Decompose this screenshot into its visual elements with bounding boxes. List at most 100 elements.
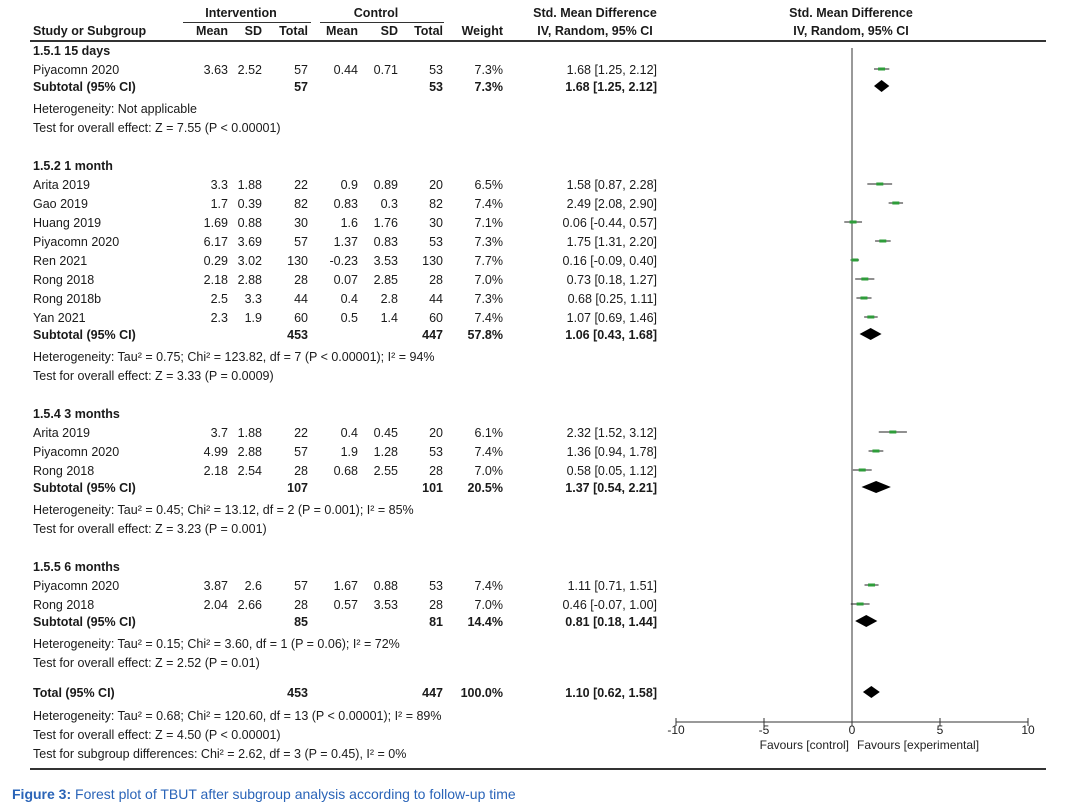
favours-control-label: Favours [control]: [760, 738, 849, 752]
header-col-weight: Weight: [461, 24, 503, 38]
study-c-sd: 0.89: [373, 178, 398, 192]
header-control: Control: [353, 6, 399, 20]
study-ci: 1.07 [0.69, 1.46]: [566, 311, 657, 325]
study-ci: 1.36 [0.94, 1.78]: [566, 445, 657, 459]
subtotal-c-total: 447: [422, 328, 443, 342]
total-overall-effect: Test for overall effect: Z = 4.50 (P < 0…: [33, 728, 281, 742]
study-i-sd: 2.66: [237, 598, 262, 612]
study-point-marker: [856, 602, 864, 606]
study-i-total: 44: [294, 292, 308, 306]
study-i-sd: 3.69: [237, 235, 262, 249]
study-point-marker: [858, 468, 866, 472]
study-i-mean: 2.18: [203, 273, 228, 287]
header-col-c-sd: SD: [380, 24, 398, 38]
study-c-mean: 0.44: [333, 63, 358, 77]
study-i-mean: 3.3: [210, 178, 228, 192]
study-c-total: 28: [429, 598, 443, 612]
study-name: Piyacomn 2020: [33, 445, 120, 459]
study-point-marker: [889, 430, 897, 434]
header-col-c-mean: Mean: [326, 24, 358, 38]
study-name: Huang 2019: [33, 216, 102, 230]
study-weight: 7.3%: [474, 235, 504, 249]
subtotal-i-total: 57: [294, 80, 308, 94]
study-i-total: 57: [294, 445, 308, 459]
subtotal-weight: 57.8%: [467, 328, 503, 342]
subtotal-i-total: 453: [287, 328, 308, 342]
subtotal-ci: 1.06 [0.43, 1.68]: [565, 328, 657, 342]
study-point-marker: [868, 583, 876, 587]
study-c-total: 44: [429, 292, 443, 306]
study-weight: 6.1%: [474, 426, 504, 440]
study-c-sd: 3.53: [373, 254, 398, 268]
subtotal-label: Subtotal (95% CI): [33, 80, 136, 94]
subgroup-differences: Test for subgroup differences: Chi² = 2.…: [33, 747, 407, 761]
study-c-mean: 0.68: [333, 464, 358, 478]
study-i-total: 60: [294, 311, 308, 325]
study-c-mean: 1.9: [340, 445, 358, 459]
study-ci: 1.58 [0.87, 2.28]: [566, 178, 657, 192]
subtotal-weight: 7.3%: [474, 80, 504, 94]
heterogeneity-text: Heterogeneity: Tau² = 0.75; Chi² = 123.8…: [33, 350, 435, 364]
subtotal-i-total: 107: [287, 481, 308, 495]
study-c-sd: 1.76: [373, 216, 398, 230]
study-ci: 2.32 [1.52, 3.12]: [566, 426, 657, 440]
study-i-mean: 3.87: [203, 579, 228, 593]
subgroup-title: 1.5.4 3 months: [33, 407, 120, 421]
header-col-c-total: Total: [414, 24, 443, 38]
study-point-marker: [861, 277, 869, 281]
study-i-total: 30: [294, 216, 308, 230]
pooled-estimate-diamond: [855, 615, 878, 627]
total-weight: 100.0%: [460, 686, 503, 700]
study-c-mean: 0.83: [333, 197, 358, 211]
study-weight: 7.0%: [474, 464, 504, 478]
overall-effect-text: Test for overall effect: Z = 7.55 (P < 0…: [33, 121, 281, 135]
study-point-marker: [851, 258, 859, 262]
study-point-marker: [876, 182, 884, 186]
study-name: Arita 2019: [33, 426, 90, 440]
study-i-mean: 3.63: [203, 63, 228, 77]
x-axis-tick-label: 10: [1021, 723, 1035, 737]
study-c-sd: 1.4: [380, 311, 398, 325]
header-plot-method: IV, Random, 95% CI: [793, 24, 909, 38]
study-i-total: 130: [287, 254, 308, 268]
study-c-total: 30: [429, 216, 443, 230]
study-weight: 7.0%: [474, 598, 504, 612]
header-intervention: Intervention: [205, 6, 277, 20]
study-weight: 6.5%: [474, 178, 504, 192]
subgroup-title: 1.5.5 6 months: [33, 560, 120, 574]
study-i-sd: 2.88: [237, 273, 262, 287]
subtotal-weight: 14.4%: [467, 615, 503, 629]
study-i-sd: 2.88: [237, 445, 262, 459]
study-c-mean: 0.07: [333, 273, 358, 287]
study-weight: 7.7%: [474, 254, 504, 268]
study-i-mean: 2.18: [203, 464, 228, 478]
study-name: Rong 2018: [33, 464, 95, 478]
study-name: Piyacomn 2020: [33, 63, 120, 77]
study-ci: 0.68 [0.25, 1.11]: [567, 292, 657, 306]
subtotal-ci: 1.37 [0.54, 2.21]: [565, 481, 657, 495]
header-col-study: Study or Subgroup: [33, 24, 147, 38]
study-i-sd: 1.88: [237, 426, 262, 440]
study-name: Yan 2021: [33, 311, 86, 325]
heterogeneity-text: Heterogeneity: Not applicable: [33, 102, 197, 116]
x-axis-tick-label: 5: [937, 723, 944, 737]
study-weight: 7.3%: [474, 292, 504, 306]
study-i-total: 82: [294, 197, 308, 211]
study-c-total: 53: [429, 63, 443, 77]
subtotal-label: Subtotal (95% CI): [33, 615, 136, 629]
subtotal-i-total: 85: [294, 615, 308, 629]
study-i-total: 22: [294, 426, 308, 440]
study-i-mean: 2.04: [203, 598, 228, 612]
subtotal-c-total: 53: [429, 80, 443, 94]
study-i-total: 22: [294, 178, 308, 192]
study-c-sd: 0.83: [373, 235, 398, 249]
total-heterogeneity: Heterogeneity: Tau² = 0.68; Chi² = 120.6…: [33, 709, 442, 723]
study-i-total: 28: [294, 464, 308, 478]
study-c-sd: 2.55: [373, 464, 398, 478]
study-c-mean: -0.23: [329, 254, 359, 268]
study-ci: 2.49 [2.08, 2.90]: [566, 197, 657, 211]
study-i-sd: 1.88: [237, 178, 262, 192]
pooled-estimate-diamond: [874, 80, 890, 92]
study-c-mean: 1.67: [333, 579, 358, 593]
